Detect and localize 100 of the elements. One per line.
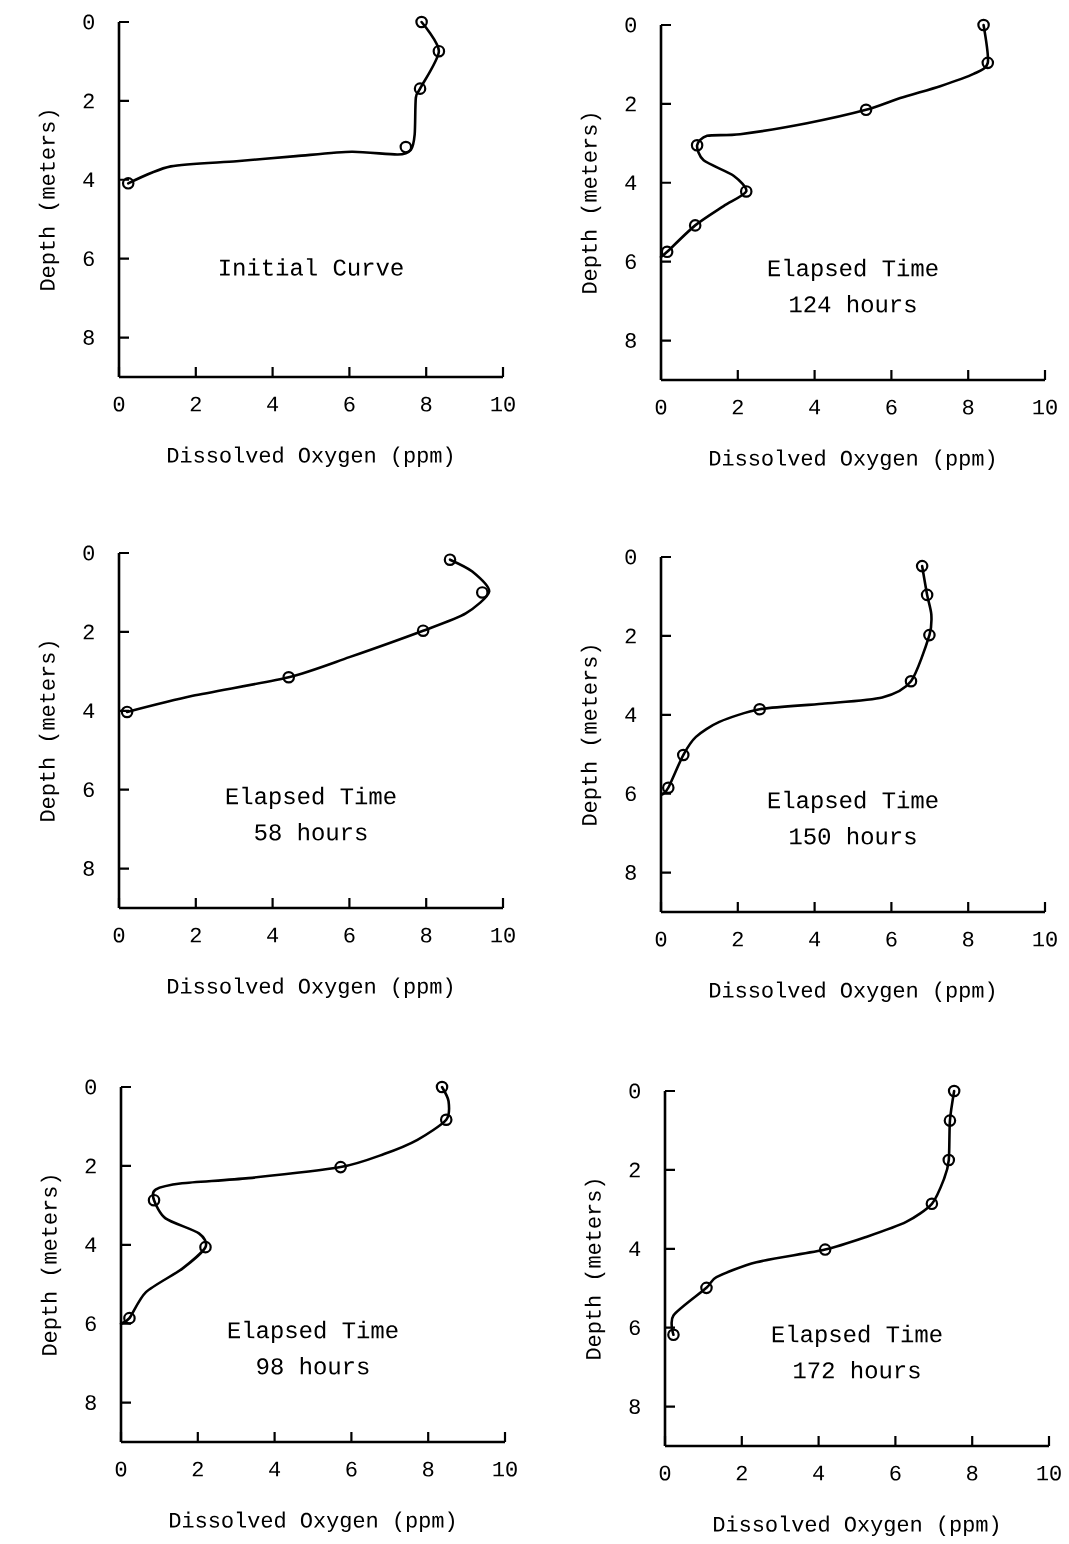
- y-tick-label: 4: [625, 175, 636, 190]
- y-tick-label: 6: [85, 1316, 96, 1332]
- y-tick-label: 2: [85, 1158, 96, 1174]
- y-tick-label: 4: [629, 1241, 640, 1257]
- point: [922, 628, 936, 642]
- y-tick-label: 2: [625, 628, 636, 644]
- y-tick-label: 0: [83, 545, 94, 561]
- x-tick-label: 6: [344, 396, 355, 412]
- x-tick-label: 10: [1033, 931, 1057, 947]
- annotation: 98 hours: [257, 1356, 369, 1375]
- x-tick-label: 4: [812, 1465, 824, 1481]
- annotation: Elapsed Time: [772, 1324, 942, 1348]
- point: [661, 781, 675, 795]
- y-axis-title: Depth (meters): [580, 646, 601, 825]
- point: [416, 624, 430, 638]
- annotation: 172 hours: [793, 1360, 920, 1379]
- point: [443, 553, 457, 567]
- point: [198, 1240, 212, 1254]
- x-tick-label: 8: [962, 931, 974, 947]
- y-tick-label: 4: [83, 172, 94, 187]
- x-tick-label: 0: [113, 927, 125, 943]
- point: [981, 56, 994, 70]
- x-tick-label: 8: [962, 399, 974, 415]
- point: [699, 1281, 713, 1295]
- y-tick-label: 6: [83, 251, 94, 267]
- annotation: Elapsed Time: [228, 1320, 398, 1344]
- y-tick-label: 0: [625, 17, 636, 33]
- point: [947, 1084, 961, 1098]
- point: [399, 140, 412, 154]
- point: [859, 103, 873, 117]
- y-axis-title: Depth (meters): [38, 642, 59, 821]
- x-tick-label: 2: [190, 396, 201, 412]
- y-tick-label: 4: [85, 1237, 96, 1253]
- y-tick-label: 4: [83, 703, 94, 718]
- annotation: 124 hours: [789, 294, 916, 313]
- y-tick-label: 8: [625, 865, 636, 880]
- point: [413, 82, 427, 95]
- x-tick-label: 10: [493, 1461, 517, 1477]
- y-axis-title: Depth (meters): [580, 114, 601, 293]
- x-tick-label: 10: [1033, 399, 1057, 415]
- y-tick-label: 8: [629, 1399, 640, 1414]
- y-tick-label: 6: [83, 782, 94, 798]
- point: [415, 15, 428, 29]
- x-tick-label: 6: [886, 399, 897, 415]
- y-tick-label: 2: [83, 624, 94, 640]
- x-axis-title: Dissolved Oxygen (ppm): [709, 449, 994, 470]
- y-tick-label: 8: [83, 861, 94, 876]
- point: [739, 185, 753, 198]
- y-tick-label: 0: [625, 549, 636, 565]
- y-axis-title: Depth (meters): [40, 1176, 61, 1355]
- point: [475, 586, 489, 599]
- point: [122, 1311, 136, 1325]
- x-tick-label: 2: [732, 931, 743, 947]
- y-tick-label: 2: [629, 1162, 640, 1178]
- x-tick-label: 4: [808, 931, 820, 947]
- annotation: Elapsed Time: [768, 258, 938, 282]
- y-tick-label: 8: [85, 1395, 96, 1410]
- y-tick-label: 6: [625, 254, 636, 270]
- point: [977, 18, 990, 32]
- x-axis-title: Dissolved Oxygen (ppm): [709, 981, 994, 1002]
- x-tick-label: 8: [420, 396, 432, 412]
- point: [147, 1193, 161, 1207]
- annotation: 150 hours: [789, 826, 916, 845]
- point: [943, 1114, 957, 1127]
- x-axis-title: Dissolved Oxygen (ppm): [167, 446, 452, 467]
- point: [904, 674, 918, 688]
- x-tick-label: 2: [192, 1461, 203, 1477]
- x-tick-label: 0: [115, 1461, 127, 1477]
- x-tick-label: 10: [1037, 1465, 1061, 1481]
- x-tick-label: 10: [491, 927, 515, 943]
- point: [439, 1113, 453, 1127]
- point: [818, 1243, 832, 1256]
- x-tick-label: 4: [266, 396, 278, 412]
- x-tick-label: 6: [346, 1461, 357, 1477]
- point: [942, 1153, 955, 1167]
- x-tick-label: 2: [732, 399, 743, 415]
- x-axis-title: Dissolved Oxygen (ppm): [713, 1515, 998, 1536]
- y-tick-label: 0: [83, 14, 94, 30]
- x-tick-label: 6: [886, 931, 897, 947]
- x-tick-label: 0: [113, 396, 125, 412]
- y-tick-label: 0: [85, 1079, 96, 1095]
- y-tick-label: 6: [625, 786, 636, 802]
- y-tick-label: 4: [625, 707, 636, 722]
- y-tick-label: 0: [629, 1083, 640, 1099]
- point: [753, 702, 766, 716]
- y-tick-label: 6: [629, 1320, 640, 1336]
- x-axis-title: Dissolved Oxygen (ppm): [169, 1511, 454, 1532]
- x-tick-label: 6: [344, 927, 355, 943]
- x-tick-label: 10: [491, 396, 515, 412]
- annotation: Initial Curve: [219, 258, 403, 276]
- x-tick-label: 4: [808, 399, 820, 415]
- y-axis-title: Depth (meters): [38, 111, 59, 290]
- y-tick-label: 2: [625, 96, 636, 112]
- point: [688, 219, 702, 232]
- point: [666, 1328, 680, 1342]
- point: [334, 1160, 347, 1174]
- point: [120, 705, 134, 719]
- y-tick-label: 2: [83, 93, 94, 109]
- point: [432, 44, 445, 58]
- x-tick-label: 0: [655, 399, 667, 415]
